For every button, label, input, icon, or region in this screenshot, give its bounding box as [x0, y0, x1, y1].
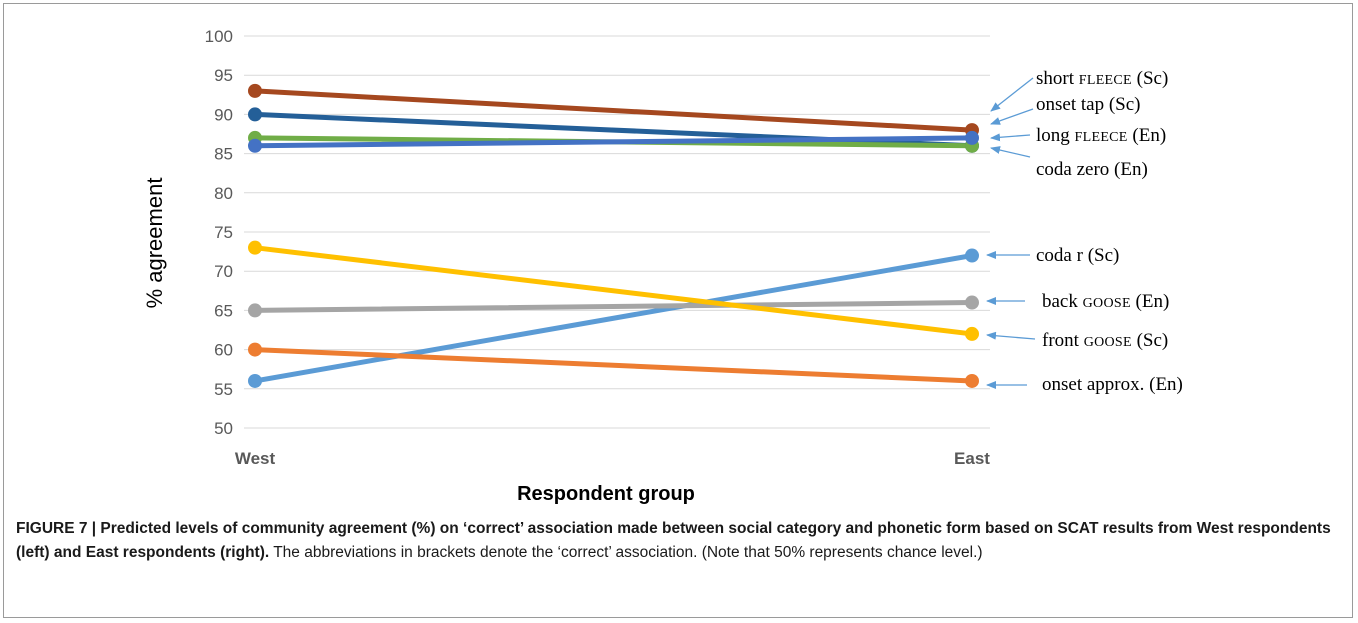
- y-tick-label: 80: [214, 184, 233, 203]
- annotation-arrow: [986, 331, 1036, 340]
- y-tick-label: 55: [214, 380, 233, 399]
- annotation-text: coda r (Sc): [1036, 245, 1119, 266]
- y-tick-label: 95: [214, 66, 233, 85]
- y-tick-label: 90: [214, 105, 233, 124]
- x-category-labels: West East: [235, 449, 990, 468]
- annotation-label: short FLEECE (Sc): [1036, 68, 1168, 89]
- y-axis-title: % agreement: [142, 178, 167, 309]
- y-tick-label: 60: [214, 341, 233, 360]
- series-lines: [252, 88, 975, 384]
- series-line: [252, 245, 975, 337]
- x-category-label: West: [235, 449, 276, 468]
- data-point: [248, 240, 262, 255]
- annotation-smallcaps: GOOSE: [1084, 335, 1132, 350]
- annotation-label: onset approx. (En): [1042, 374, 1183, 395]
- x-category-label: East: [954, 449, 990, 468]
- annotation-text: long: [1036, 125, 1075, 146]
- annotation-text: back: [1042, 291, 1083, 312]
- series-line: [252, 347, 975, 384]
- annotation-suffix: (En): [1131, 291, 1170, 312]
- y-tick-label: 85: [214, 145, 233, 164]
- data-point: [248, 303, 262, 318]
- series-line: [252, 88, 975, 133]
- data-point: [965, 295, 979, 310]
- annotation-arrow: [990, 146, 1031, 158]
- gridlines: [244, 35, 990, 429]
- caption-bold: FIGURE 7 | Predicted levels of community…: [16, 520, 1331, 561]
- series-points: [248, 83, 979, 388]
- annotation-label: back GOOSE (En): [1042, 291, 1169, 312]
- annotation-suffix: (En): [1128, 125, 1167, 146]
- annotation-arrow: [990, 108, 1034, 125]
- annotation-text: onset approx. (En): [1042, 374, 1183, 395]
- annotation-label: long FLEECE (En): [1036, 125, 1166, 146]
- data-point: [248, 107, 262, 122]
- data-point: [965, 130, 979, 145]
- y-tick-label: 65: [214, 301, 233, 320]
- annotation-arrow: [990, 133, 1031, 142]
- y-tick-labels: 50 55 60 65 70 75 80 85 90 95 100: [205, 27, 233, 438]
- annotation-label: onset tap (Sc): [1036, 94, 1140, 115]
- data-point: [248, 83, 262, 98]
- data-point: [248, 342, 262, 357]
- y-tick-label: 50: [214, 419, 233, 438]
- annotation-text: onset tap (Sc): [1036, 94, 1140, 115]
- annotation-text: coda zero (En): [1036, 159, 1148, 180]
- series-annotations: short FLEECE (Sc) onset tap (Sc) long FLEE…: [986, 68, 1183, 395]
- x-axis-title: Respondent group: [517, 483, 695, 505]
- line-chart: 50 55 60 65 70 75 80 85 90 95 100 West East short F…: [142, 27, 1183, 505]
- annotation-text: front: [1042, 330, 1084, 351]
- data-point: [248, 138, 262, 153]
- y-tick-label: 75: [214, 223, 233, 242]
- annotation-label: coda r (Sc): [1036, 245, 1119, 266]
- annotation-suffix: (Sc): [1132, 330, 1168, 351]
- annotation-suffix: (Sc): [1132, 68, 1168, 89]
- annotation-smallcaps: FLEECE: [1075, 130, 1128, 145]
- figure-caption: FIGURE 7 | Predicted levels of community…: [16, 517, 1341, 565]
- series-line: [252, 135, 975, 149]
- y-tick-label: 100: [205, 27, 233, 46]
- series-line: [252, 253, 975, 384]
- y-tick-label: 70: [214, 262, 233, 281]
- series-line: [252, 300, 975, 313]
- annotation-label: front GOOSE (Sc): [1042, 330, 1168, 351]
- caption-text: The abbreviations in brackets denote the…: [269, 544, 983, 561]
- data-point: [965, 373, 979, 388]
- annotation-text: short: [1036, 68, 1079, 89]
- annotation-smallcaps: FLEECE: [1079, 73, 1132, 88]
- annotation-arrow: [990, 77, 1034, 112]
- annotation-label: coda zero (En): [1036, 159, 1148, 180]
- annotation-smallcaps: GOOSE: [1083, 296, 1131, 311]
- data-point: [965, 248, 979, 263]
- data-point: [965, 326, 979, 341]
- data-point: [248, 373, 262, 388]
